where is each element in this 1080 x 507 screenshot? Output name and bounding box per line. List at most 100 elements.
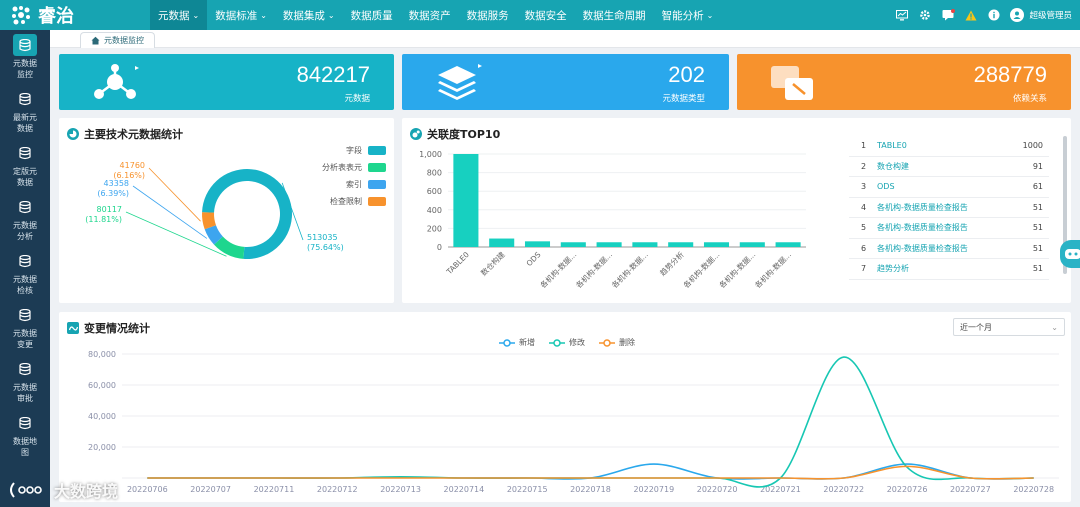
bar[interactable] <box>596 242 622 247</box>
list-item[interactable]: 4 各机构-数据质量检查报告 51 <box>849 198 1049 218</box>
card-value: 288779 <box>973 62 1047 87</box>
y-tick-label: 600 <box>427 187 442 196</box>
nav-item[interactable]: 数据集成 ⌄ <box>275 0 343 30</box>
x-tick-label: 20220715 <box>507 485 548 494</box>
user-menu[interactable]: 超级管理员 <box>1010 8 1072 22</box>
x-tick-label: 20220713 <box>380 485 421 494</box>
series-line[interactable] <box>147 465 1034 480</box>
legend-item[interactable]: 检查限制 <box>322 193 386 210</box>
bar[interactable] <box>524 241 551 247</box>
message-icon[interactable] <box>941 8 955 22</box>
chevron-down-icon: ⌄ <box>1051 322 1058 332</box>
sidebar-item[interactable]: 元数据变更 <box>0 300 50 354</box>
layers-icon <box>438 64 482 100</box>
list-value: 51 <box>1032 202 1043 212</box>
y-tick-label: 200 <box>427 224 442 233</box>
sidebar-item[interactable]: 元数据审批 <box>0 354 50 408</box>
change-line-chart: 20,000 40,000 60,000 80,000 20220706 20220707… <box>88 350 1059 494</box>
bar[interactable] <box>453 154 479 247</box>
list-item[interactable]: 6 各机构-数据质量检查报告 51 <box>849 239 1049 259</box>
bar[interactable] <box>739 242 765 247</box>
database-icon <box>13 88 37 110</box>
x-tick-label: 20220714 <box>444 485 485 494</box>
nav-item[interactable]: 数据质量 <box>343 0 401 30</box>
panel-title-text: 变更情况统计 <box>84 322 150 335</box>
list-value: 51 <box>1032 243 1043 253</box>
bubble-icon <box>410 128 422 140</box>
sidebar-item[interactable]: 元数据检核 <box>0 246 50 300</box>
x-tick-label: 各机构-数据... <box>538 249 579 290</box>
bar[interactable] <box>560 242 586 247</box>
x-tick-label: 20220721 <box>760 485 801 494</box>
legend-label: 检查限制 <box>330 197 362 206</box>
change-panel: 变更情况统计 近一个月 ⌄ 新增 修改 删除 20,000 40,000 60,000 8… <box>59 312 1071 502</box>
nav-item[interactable]: 智能分析 ⌄ <box>654 0 722 30</box>
sidebar-item[interactable]: 元数据分析 <box>0 192 50 246</box>
logo-text: 睿治 <box>38 6 74 27</box>
list-item[interactable]: 7 趋势分析 51 <box>849 259 1049 280</box>
nav-item-label: 数据服务 <box>466 9 509 22</box>
warning-icon[interactable] <box>964 8 978 22</box>
legend-item[interactable]: 索引 <box>322 176 386 193</box>
legend-marker <box>599 338 615 347</box>
sidebar: 元数据监控最新元数据定版元数据 元数据分析 元数据检核 元数据变更 元数据审批 数据地图 <box>0 30 50 507</box>
sidebar-item[interactable]: 数据地图 <box>0 408 50 462</box>
legend-item[interactable]: 新增 <box>499 337 535 348</box>
donut-slice[interactable] <box>202 212 216 230</box>
sidebar-item-label: 最新元数据 <box>13 113 37 133</box>
list-rank: 6 <box>861 243 867 253</box>
x-tick-label: 20220720 <box>697 485 738 494</box>
panel-title: 主要技术元数据统计 <box>67 126 183 142</box>
nav-item[interactable]: 数据服务 <box>459 0 517 30</box>
legend-item[interactable]: 修改 <box>549 337 585 348</box>
nav-item[interactable]: 数据标准 ⌄ <box>207 0 275 30</box>
list-name: TABLE0 <box>877 141 907 151</box>
legend-label: 分析表表元 <box>322 163 362 172</box>
y-tick-label: 60,000 <box>88 381 116 390</box>
donut-slice[interactable] <box>214 236 245 259</box>
top10-panel: 关联度TOP10 0 200 400 600 800 1,000 TABLE0 数仓构建 ODS… <box>402 118 1071 303</box>
info-icon[interactable] <box>987 8 1001 22</box>
legend-item[interactable]: 字段 <box>322 142 386 159</box>
map-icon <box>13 412 37 434</box>
list-item[interactable]: 5 各机构-数据质量检查报告 51 <box>849 218 1049 239</box>
nav-item[interactable]: 数据资产 <box>401 0 459 30</box>
card-value: 202 <box>668 62 705 87</box>
period-select[interactable]: 近一个月 ⌄ <box>953 318 1065 336</box>
nav-item[interactable]: 数据安全 <box>517 0 575 30</box>
gear-icon[interactable] <box>918 8 932 22</box>
watermark-text: 大数跨境 <box>54 482 119 501</box>
sidebar-item[interactable]: 定版元数据 <box>0 138 50 192</box>
assistant-robot-icon[interactable] <box>1060 240 1080 268</box>
list-item[interactable]: 3 ODS 61 <box>849 177 1049 198</box>
bar[interactable] <box>703 242 730 247</box>
bar[interactable] <box>632 242 658 247</box>
app-logo[interactable]: 睿治 <box>0 0 150 30</box>
slice-value-label: 513035 <box>307 233 338 242</box>
x-tick-label: 20220712 <box>317 485 358 494</box>
legend-item[interactable]: 删除 <box>599 337 635 348</box>
sidebar-item[interactable]: 元数据监控 <box>0 30 50 84</box>
legend-item[interactable]: 分析表表元 <box>322 159 386 176</box>
list-item[interactable]: 1 TABLE0 1000 <box>849 136 1049 157</box>
bar[interactable] <box>489 238 515 247</box>
list-item[interactable]: 2 数仓构建 91 <box>849 157 1049 177</box>
watermark: 大数跨境 <box>8 478 118 502</box>
list-name: 各机构-数据质量检查报告 <box>877 202 968 212</box>
x-tick-label: 各机构-数据... <box>574 249 615 290</box>
list-value: 91 <box>1032 161 1043 171</box>
slice-label-line <box>148 167 201 222</box>
bar[interactable] <box>775 242 801 247</box>
nav-item[interactable]: 元数据 ⌄ <box>150 0 208 30</box>
donut-slice[interactable] <box>204 225 223 245</box>
monitor-icon[interactable] <box>895 8 909 22</box>
nav-item[interactable]: 数据生命周期 <box>575 0 654 30</box>
bar[interactable] <box>668 242 694 247</box>
period-select-value: 近一个月 <box>960 322 992 332</box>
nav-item-label: 数据质量 <box>350 9 393 22</box>
y-tick-label: 40,000 <box>88 412 116 421</box>
sidebar-item[interactable]: 最新元数据 <box>0 84 50 138</box>
list-scrollbar[interactable] <box>1063 136 1067 274</box>
tab-metadata-monitor[interactable]: 元数据监控 <box>80 32 155 48</box>
slice-label-line <box>132 185 208 239</box>
